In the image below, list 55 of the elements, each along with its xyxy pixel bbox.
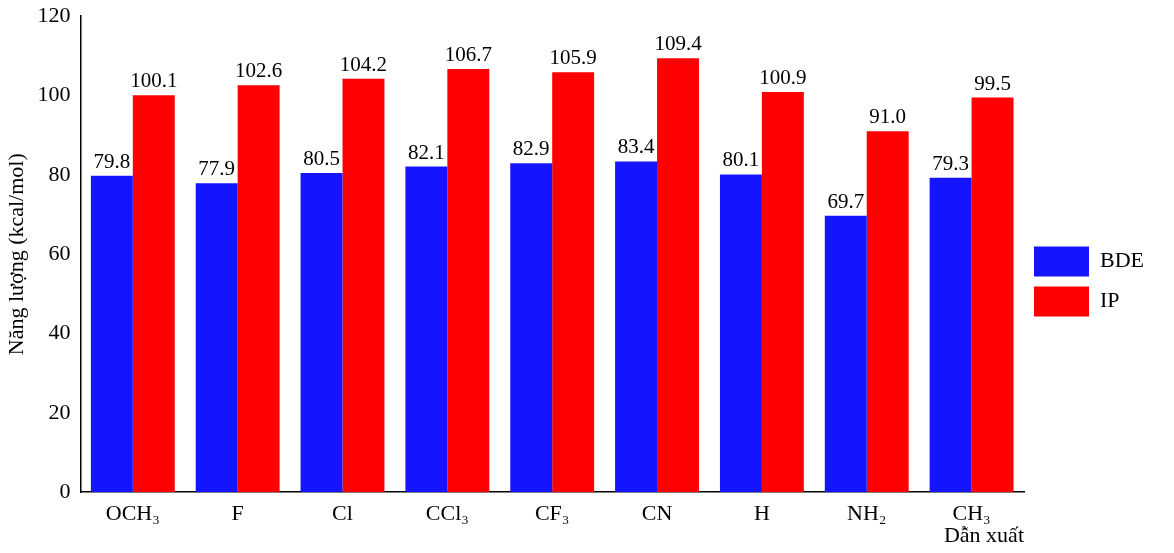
bar xyxy=(971,97,1014,493)
bar xyxy=(719,174,762,493)
x-tick-label: Cl xyxy=(332,500,353,526)
bar xyxy=(447,68,490,493)
text: 83.4 xyxy=(617,134,655,159)
text: 105.9 xyxy=(549,45,597,70)
y-tick-label: 60 xyxy=(48,239,71,265)
x-tick-label: CF₃ xyxy=(534,500,570,526)
text: 79.3 xyxy=(932,150,969,175)
bar xyxy=(866,131,909,493)
y-tick-label: 100 xyxy=(37,81,71,107)
text: 69.7 xyxy=(827,188,865,213)
x-tick-label: CH₃ xyxy=(952,500,991,526)
bar xyxy=(195,183,238,493)
x-tick-label: CCl₃ xyxy=(425,500,469,526)
text: 91.0 xyxy=(869,104,907,129)
legend-label: BDE xyxy=(1100,247,1144,273)
x-tick-label: F xyxy=(231,500,244,526)
text: 80.1 xyxy=(722,147,760,172)
x-tick-label: OCH₃ xyxy=(105,500,160,526)
bar xyxy=(824,215,867,493)
y-tick-label: 80 xyxy=(48,160,71,186)
bar xyxy=(510,163,553,493)
text: 100.1 xyxy=(130,68,178,93)
text: 104.2 xyxy=(339,51,388,76)
text: 82.1 xyxy=(408,139,445,164)
bar xyxy=(90,175,133,493)
bar xyxy=(657,58,699,493)
y-axis-title: Năng lượng (kcal/mol) xyxy=(2,153,28,356)
bar xyxy=(615,161,658,493)
text: 99.5 xyxy=(974,70,1011,95)
text: 82.9 xyxy=(512,136,550,161)
text: 80.5 xyxy=(303,145,340,170)
legend-label: IP xyxy=(1100,287,1120,313)
text: 100.9 xyxy=(759,64,807,89)
y-tick-label: 120 xyxy=(37,1,71,27)
text: 77.9 xyxy=(198,156,236,181)
bar xyxy=(300,172,343,493)
text: 106.7 xyxy=(444,41,492,66)
text: 102.6 xyxy=(235,58,283,83)
bar xyxy=(342,78,385,493)
x-tick-label: H xyxy=(753,500,770,526)
bar xyxy=(237,85,280,493)
text: 109.4 xyxy=(654,31,702,56)
y-tick-label: 40 xyxy=(48,319,71,345)
y-tick-label: 0 xyxy=(59,477,71,503)
x-tick-label: NH₂ xyxy=(847,500,887,526)
bar xyxy=(552,72,595,493)
x-tick-label: CN xyxy=(641,500,673,526)
text: 79.8 xyxy=(93,148,131,173)
bar xyxy=(761,91,804,493)
bar xyxy=(929,177,972,493)
bar xyxy=(132,95,175,493)
y-tick-label: 20 xyxy=(48,398,71,424)
bar xyxy=(405,166,448,493)
